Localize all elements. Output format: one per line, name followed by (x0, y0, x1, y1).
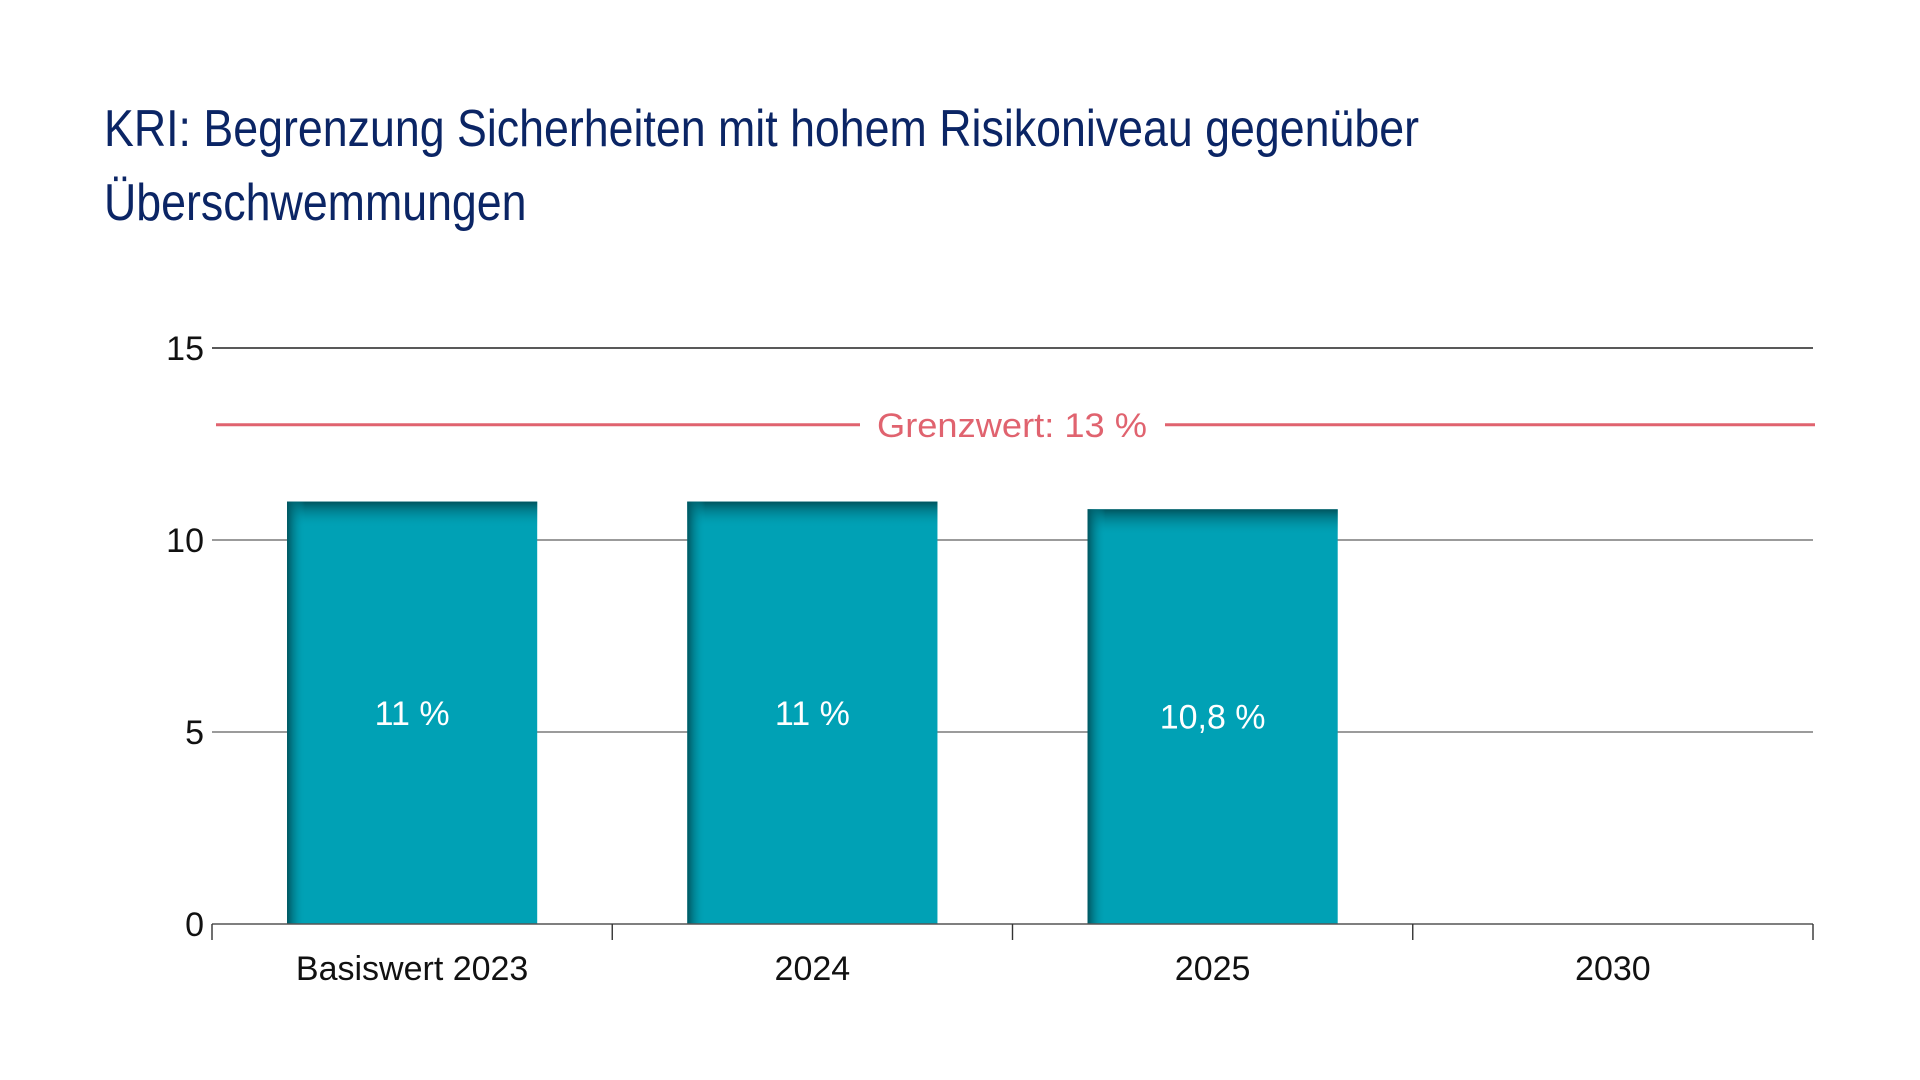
chart-title-line-2: Überschwemmungen (104, 174, 527, 232)
bar (287, 501, 538, 924)
bar-top-shade (1087, 509, 1338, 536)
bar-group: 11 % (287, 501, 538, 924)
y-tick-label-0: 0 (185, 906, 204, 944)
chart-title: KRI: Begrenzung Sicherheiten mit hohem R… (104, 92, 1738, 240)
bar-top-shade (287, 501, 538, 528)
bars: 11 % 11 % 10,8 % (287, 501, 1338, 924)
x-category-label: Basiswert 2023 (296, 950, 528, 988)
y-tick-label-15: 15 (166, 330, 204, 368)
bar (687, 501, 938, 924)
bar-group: 10,8 % (1087, 509, 1338, 924)
bar-left-shade (287, 501, 306, 924)
bar-left-shade (687, 501, 706, 924)
x-category-label: 2030 (1575, 950, 1651, 988)
limit-label: Grenzwert: 13 % (877, 407, 1147, 445)
chart-title-line-1: KRI: Begrenzung Sicherheiten mit hohem R… (104, 100, 1420, 158)
bar-left-shade (1087, 509, 1106, 924)
bar-data-label: 11 % (375, 695, 450, 733)
bar-data-label: 11 % (775, 695, 850, 733)
x-axis-category-labels: Basiswert 2023 2024 2025 2030 (296, 950, 1651, 988)
y-tick-label-10: 10 (166, 522, 204, 560)
y-axis-tick-labels: 0 5 10 15 (166, 330, 204, 944)
bar-top-shade (687, 501, 938, 528)
reference-line-group: Grenzwert: 13 % (216, 407, 1815, 445)
y-tick-label-5: 5 (185, 714, 204, 752)
bar-group: 11 % (687, 501, 938, 924)
x-axis (211, 923, 1814, 940)
x-category-label: 2024 (775, 950, 851, 988)
x-category-label: 2025 (1175, 950, 1251, 988)
bar (1087, 509, 1338, 924)
bar-data-label: 10,8 % (1160, 699, 1266, 737)
